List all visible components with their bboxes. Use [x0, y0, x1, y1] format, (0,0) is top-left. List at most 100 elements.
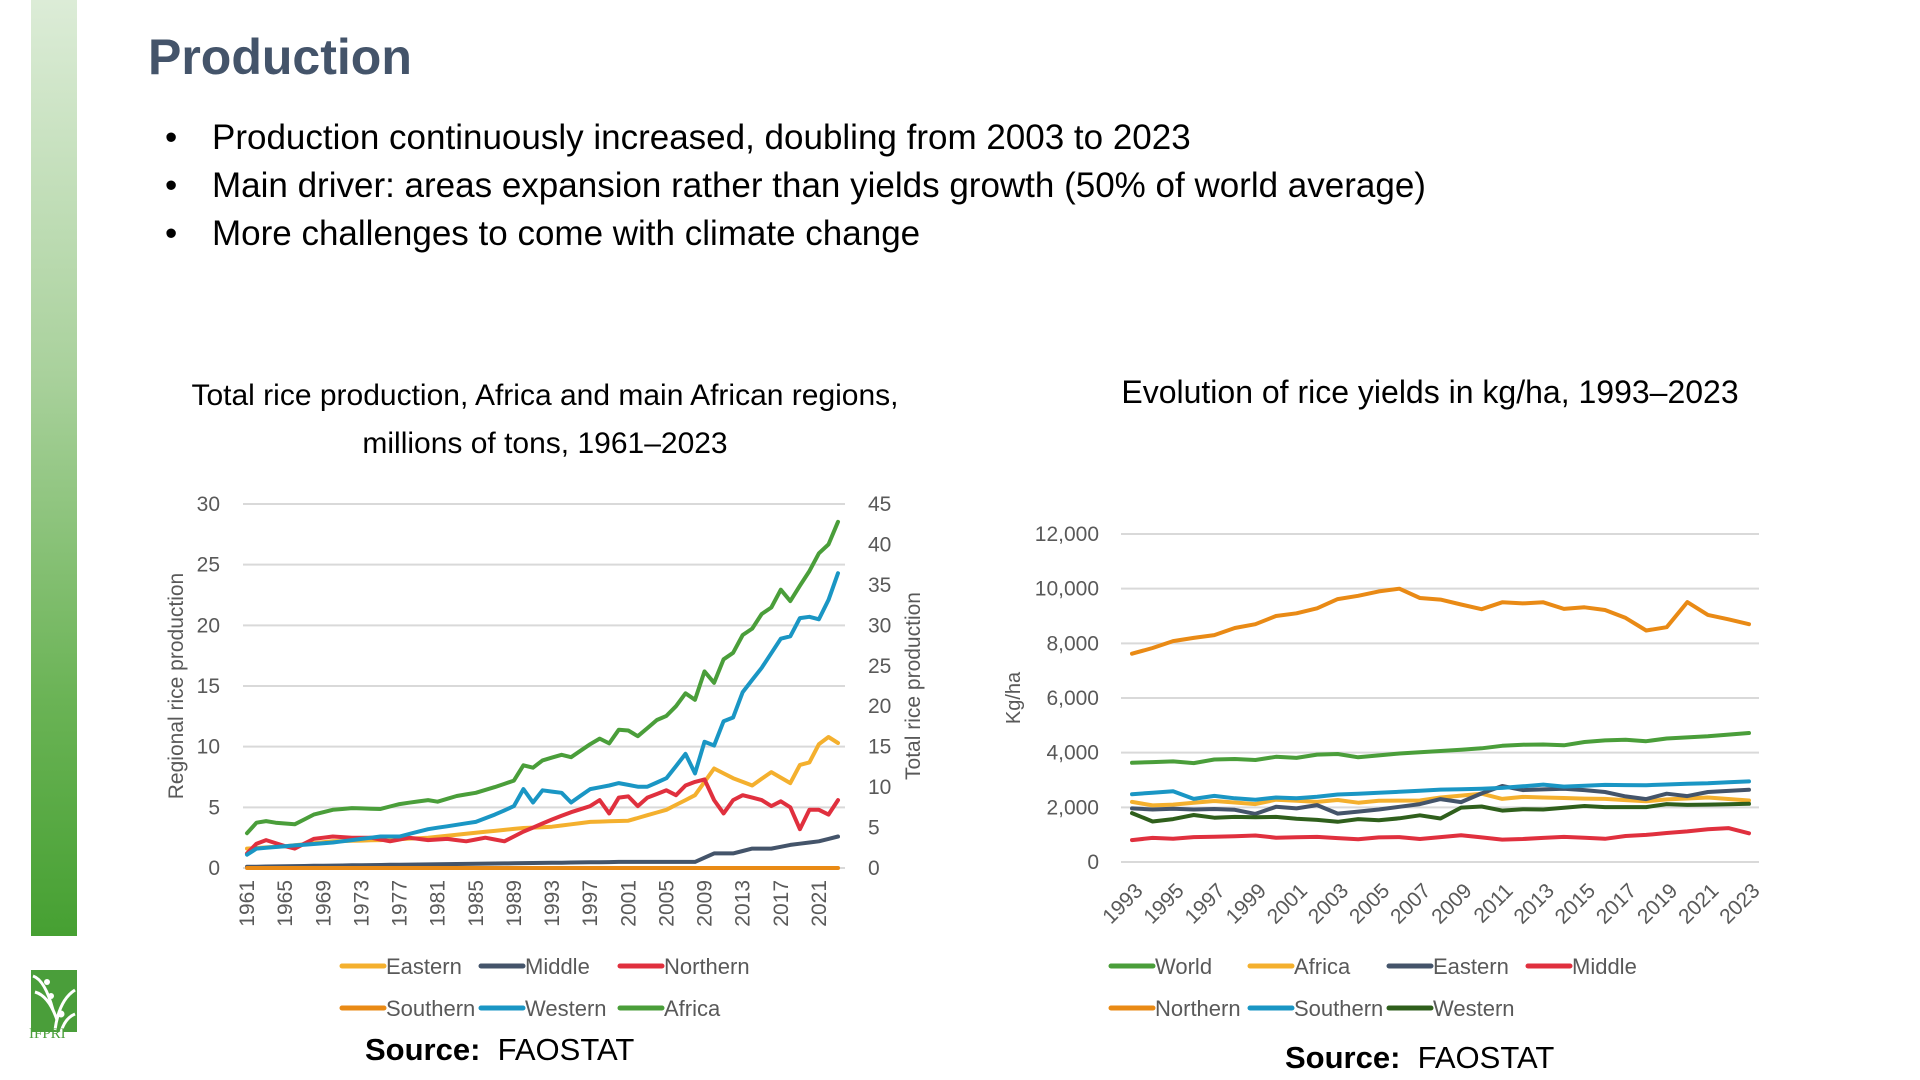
y-axis-label: Regional rice production — [165, 573, 188, 799]
y2-axis-label: Total rice production — [902, 592, 925, 780]
legend-label-eastern: Eastern — [1433, 954, 1509, 979]
x-tick-label: 2017 — [770, 880, 793, 927]
x-tick-label: 1997 — [1181, 879, 1230, 928]
series-line-northern — [1130, 586, 1751, 656]
legend-label-western: Western — [525, 996, 607, 1021]
x-tick-label: 2013 — [1510, 879, 1559, 928]
x-tick-label: 2001 — [1263, 879, 1312, 928]
x-tick-label: 2023 — [1715, 879, 1764, 928]
series-line-western — [1130, 801, 1751, 824]
series-line-northern — [245, 777, 840, 856]
logo-text: IFPRI — [29, 1026, 66, 1042]
y2-tick-label: 10 — [868, 776, 891, 799]
source-value: FAOSTAT — [1417, 1040, 1555, 1075]
legend-label-southern: Southern — [386, 996, 475, 1021]
ifpri-logo: IFPRI — [29, 970, 77, 1042]
legend-label-africa: Africa — [1294, 954, 1351, 979]
x-tick-label: 1961 — [236, 880, 259, 927]
source-left: Source: FAOSTAT — [365, 1032, 634, 1068]
x-tick-label: 1965 — [274, 880, 297, 927]
bullet-list: • Production continuously increased, doub… — [165, 114, 1426, 258]
y2-tick-label: 20 — [868, 695, 891, 718]
y2-tick-label: 45 — [868, 493, 891, 516]
y-tick-label: 25 — [197, 554, 220, 577]
legend-label-middle: Middle — [1572, 954, 1637, 979]
x-tick-label: 2017 — [1592, 879, 1641, 928]
series-line-middle — [1130, 826, 1751, 843]
y-tick-label: 6,000 — [1046, 687, 1099, 710]
yield-chart: 0 2,000 4,000 6,000 8,000 10,000 12,000 Kg/ha 19… — [1003, 523, 1765, 1021]
page-title: Production — [148, 29, 412, 85]
x-tick-label: 2009 — [1427, 879, 1476, 928]
sidebar-gradient-bar — [31, 0, 77, 936]
y2-tick-label: 30 — [868, 614, 891, 637]
source-label: Source: — [365, 1032, 481, 1067]
y-tick-label: 10,000 — [1035, 578, 1099, 601]
x-tick-label: 2021 — [1674, 879, 1723, 928]
yield-chart-title: Evolution of rice yields in kg/ha, 1993–… — [1121, 374, 1739, 410]
bullet-item: • Production continuously increased, doub… — [165, 114, 1426, 162]
x-tick-label: 1981 — [427, 880, 450, 927]
y2-tick-label: 35 — [868, 574, 891, 597]
legend-label-northern: Northern — [664, 954, 750, 979]
bullet-text: Production continuously increased, doubl… — [212, 118, 1191, 157]
x-tick-label: 2009 — [694, 880, 717, 927]
x-tick-label: 2013 — [732, 880, 755, 927]
production-chart-title-line1: Total rice production, Africa and main A… — [191, 379, 899, 412]
y-tick-label: 4,000 — [1046, 742, 1099, 765]
x-tick-label: 1997 — [579, 880, 602, 927]
production-chart-title: Total rice production, Africa and main A… — [150, 372, 940, 468]
legend-label-world: World — [1155, 954, 1212, 979]
series-line-world — [1130, 731, 1751, 766]
y2-tick-label: 5 — [868, 817, 880, 840]
y2-tick-label: 0 — [868, 857, 880, 880]
y-tick-label: 30 — [197, 493, 220, 516]
legend-label-southern: Southern — [1294, 996, 1383, 1021]
ifpri-logo-icon — [31, 970, 77, 1033]
x-tick-label: 1993 — [1098, 879, 1147, 928]
legend-label-eastern: Eastern — [386, 954, 462, 979]
y-tick-label: 5 — [208, 796, 220, 819]
series-line-eastern — [1130, 784, 1751, 816]
x-tick-label: 2001 — [617, 880, 640, 927]
x-tick-label: 1977 — [389, 880, 412, 927]
x-tick-label: 2003 — [1304, 879, 1353, 928]
y-tick-label: 0 — [208, 857, 220, 880]
legend-label-middle: Middle — [525, 954, 590, 979]
production-chart-title-line2: millions of tons, 1961–2023 — [362, 427, 728, 460]
bullet-dot: • — [165, 118, 178, 157]
series-line-western — [245, 571, 840, 857]
y-tick-label: 2,000 — [1046, 796, 1099, 819]
series-line-middle — [245, 834, 840, 869]
y-tick-label: 15 — [197, 675, 220, 698]
y2-tick-label: 40 — [868, 533, 891, 556]
x-tick-label: 2021 — [808, 880, 831, 927]
bullet-dot: • — [165, 166, 178, 205]
series-line-africa — [245, 519, 840, 836]
source-right: Source: FAOSTAT — [1285, 1040, 1554, 1076]
y-tick-label: 0 — [1087, 851, 1099, 874]
legend-label-western: Western — [1433, 996, 1515, 1021]
source-label: Source: — [1285, 1040, 1401, 1075]
x-tick-label: 1985 — [465, 880, 488, 927]
x-tick-label: 1993 — [541, 880, 564, 927]
x-tick-label: 2011 — [1470, 879, 1518, 927]
y2-tick-label: 15 — [868, 736, 891, 759]
y-axis-label: Kg/ha — [1003, 671, 1025, 724]
x-tick-label: 2019 — [1633, 879, 1682, 928]
bullet-item: • More challenges to come with climate ch… — [165, 210, 1426, 258]
legend-label-northern: Northern — [1155, 996, 1241, 1021]
production-chart: 0 5 10 15 20 25 30 0 5 10 15 20 25 30 35 40 45 Regional r… — [165, 493, 925, 1021]
source-value: FAOSTAT — [497, 1032, 635, 1067]
legend-label-africa: Africa — [664, 996, 721, 1021]
bullet-text: More challenges to come with climate cha… — [212, 214, 921, 253]
x-tick-label: 1969 — [312, 880, 335, 927]
x-tick-label: 2005 — [1345, 879, 1394, 928]
x-tick-label: 2007 — [1386, 879, 1435, 928]
y-tick-label: 8,000 — [1046, 632, 1099, 655]
x-tick-label: 2005 — [655, 880, 678, 927]
bullet-dot: • — [165, 214, 178, 253]
x-tick-label: 1973 — [350, 880, 373, 927]
bullet-item: • Main driver: areas expansion rather tha… — [165, 162, 1426, 210]
